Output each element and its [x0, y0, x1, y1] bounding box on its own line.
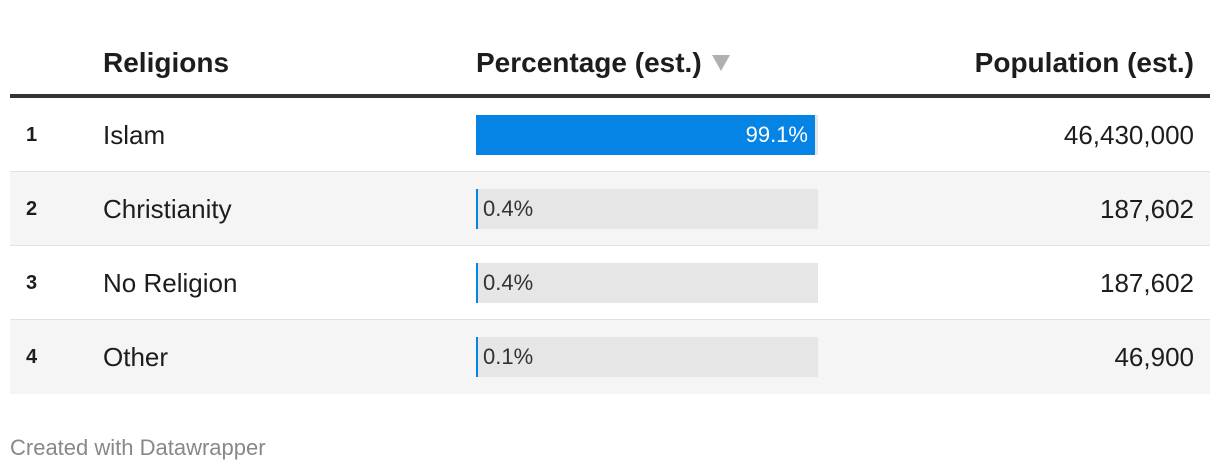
row-population: 187,602 — [1100, 268, 1194, 298]
percentage-label: 99.1% — [745, 122, 808, 147]
row-religion: Other — [103, 342, 169, 372]
percentage-label: 0.4% — [483, 270, 534, 295]
row-religion: No Religion — [103, 268, 238, 298]
percentage-label: 0.1% — [483, 344, 534, 369]
table-body: 1 Islam 99.1% 46,430,000 2 Christianity 0.4% 18… — [10, 98, 1210, 394]
percentage-bar — [476, 115, 815, 155]
table-row: 4 Other 0.1% 46,900 — [10, 320, 1210, 394]
row-rank: 4 — [26, 346, 38, 368]
column-header-religions[interactable]: Religions — [103, 47, 230, 78]
row-rank: 3 — [26, 272, 38, 294]
table-row: 1 Islam 99.1% 46,430,000 — [10, 98, 1210, 172]
row-rank: 1 — [26, 124, 38, 146]
percentage-bar-track: 0.4% — [476, 189, 818, 229]
percentage-bar — [476, 263, 478, 303]
table-row: 2 Christianity 0.4% 187,602 — [10, 172, 1210, 246]
percentage-bar — [476, 337, 478, 377]
column-header-population[interactable]: Population (est.) — [974, 47, 1194, 78]
row-population: 187,602 — [1100, 194, 1194, 224]
sort-desc-arrow-icon[interactable] — [711, 54, 730, 71]
row-population: 46,430,000 — [1063, 120, 1194, 150]
percentage-bar-track: 0.1% — [476, 337, 818, 377]
religion-table: Religions Percentage (est.) Population (… — [10, 30, 1210, 394]
column-header-percentage[interactable]: Percentage (est.) — [476, 46, 730, 80]
column-header-percentage-label: Percentage (est.) — [476, 47, 702, 78]
table-row: 3 No Religion 0.4% 187,602 — [10, 246, 1210, 320]
row-population: 46,900 — [1114, 342, 1194, 372]
percentage-bar-track: 99.1% — [476, 115, 818, 155]
percentage-bar-track: 0.4% — [476, 263, 818, 303]
row-religion: Christianity — [103, 194, 232, 224]
row-religion: Islam — [103, 120, 166, 150]
percentage-bar — [476, 189, 478, 229]
footer-credit[interactable]: Created with Datawrapper — [10, 435, 266, 460]
table-header: Religions Percentage (est.) Population (… — [10, 30, 1210, 98]
percentage-label: 0.4% — [483, 196, 534, 221]
row-rank: 2 — [26, 198, 38, 220]
